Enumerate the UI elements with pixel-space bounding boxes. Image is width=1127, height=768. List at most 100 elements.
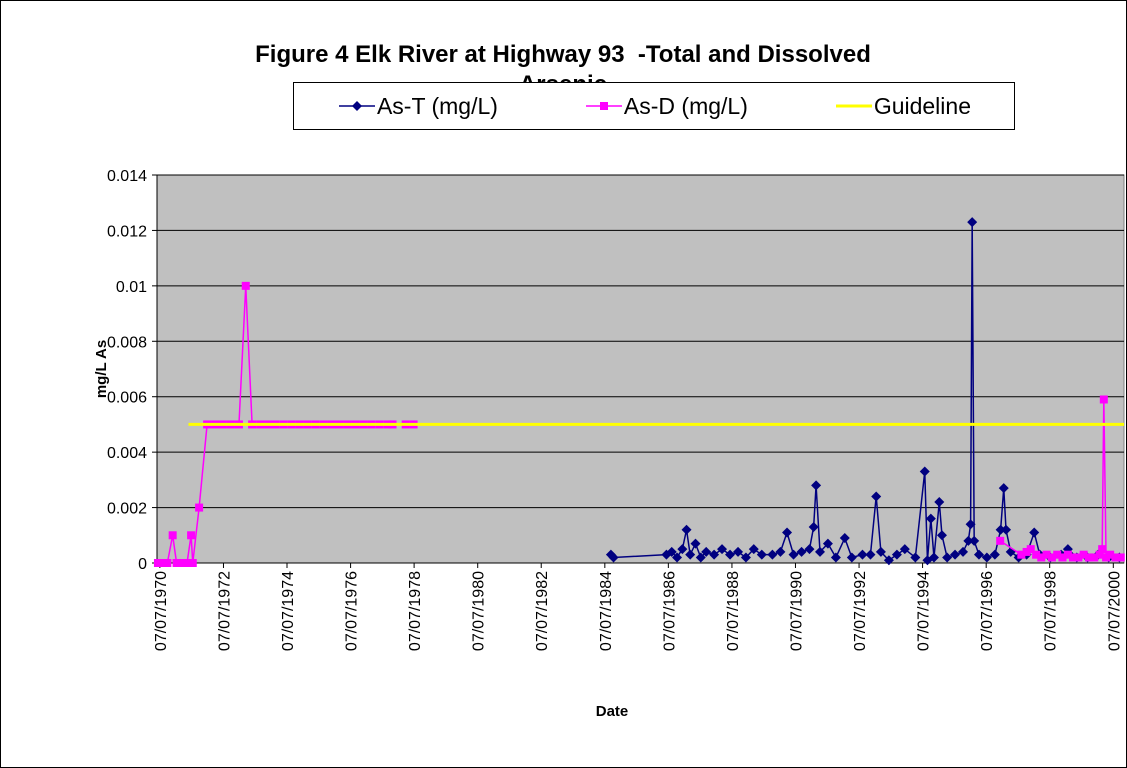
- data-point: [608, 552, 619, 563]
- legend: As-T (mg/L) As-D (mg/L) Guideline: [293, 82, 1015, 130]
- data-point: [804, 544, 815, 555]
- data-point: [1069, 553, 1078, 562]
- y-tick-label: 0: [138, 556, 147, 573]
- data-point: [195, 503, 204, 512]
- data-point: [1022, 547, 1031, 556]
- legend-swatch: [585, 102, 622, 110]
- data-point: [685, 549, 696, 560]
- x-tick-label: 07/07/1996: [979, 571, 996, 651]
- data-point: [775, 546, 786, 557]
- data-point: [995, 524, 1006, 535]
- data-point: [928, 552, 939, 563]
- data-point: [996, 536, 1005, 545]
- data-point: [1098, 545, 1107, 554]
- x-tick-label: 07/07/1998: [1043, 571, 1060, 651]
- data-point: [756, 549, 767, 560]
- data-point: [767, 549, 778, 560]
- data-point: [849, 104, 858, 108]
- y-tick-label: 0.012: [107, 223, 147, 240]
- data-point: [934, 497, 945, 508]
- data-point: [1084, 553, 1093, 562]
- data-point: [899, 544, 910, 555]
- x-tick-label: 07/07/1988: [725, 571, 742, 651]
- data-point: [822, 538, 833, 549]
- data-point: [695, 552, 706, 563]
- data-point: [1099, 395, 1108, 404]
- legend-swatch: [338, 101, 375, 111]
- data-point: [188, 559, 197, 567]
- data-point: [1042, 550, 1051, 559]
- data-point: [672, 552, 683, 563]
- x-axis-title: Date: [596, 703, 629, 720]
- x-tick-label: 07/07/1982: [534, 571, 551, 651]
- data-point: [958, 546, 969, 557]
- plot-area: [156, 174, 1125, 564]
- data-point: [814, 546, 825, 557]
- x-tick-label: 07/07/1980: [471, 571, 488, 651]
- data-point: [701, 546, 712, 557]
- data-point: [351, 101, 362, 111]
- legend-item: As-D (mg/L): [584, 93, 748, 120]
- x-tick-label: 07/07/1992: [852, 571, 869, 651]
- data-point: [187, 531, 196, 540]
- data-point: [1079, 550, 1088, 559]
- data-point: [839, 533, 850, 544]
- x-tick-label: 07/07/1972: [216, 571, 233, 651]
- data-point: [1090, 553, 1099, 562]
- data-point: [725, 549, 736, 560]
- data-point: [942, 552, 953, 563]
- y-tick-label: 0.004: [107, 445, 147, 462]
- data-point: [965, 519, 976, 530]
- data-point: [891, 549, 902, 560]
- data-point: [1001, 524, 1012, 535]
- data-point: [883, 555, 894, 566]
- x-tick-label: 07/07/1984: [598, 571, 615, 651]
- data-point: [1026, 545, 1035, 554]
- data-point: [998, 483, 1009, 494]
- x-tick-label: 07/07/2000: [1106, 571, 1123, 651]
- data-point: [163, 559, 172, 567]
- data-point: [973, 549, 984, 560]
- data-point: [1053, 550, 1062, 559]
- legend-item: As-T (mg/L): [337, 93, 498, 120]
- data-point: [183, 559, 192, 567]
- data-point: [177, 559, 186, 567]
- data-point: [690, 538, 701, 549]
- data-point: [158, 559, 167, 567]
- data-point: [748, 544, 759, 555]
- data-point: [919, 466, 930, 477]
- data-point: [681, 524, 692, 535]
- data-point: [865, 549, 876, 560]
- data-point: [846, 552, 857, 563]
- data-point: [1032, 550, 1041, 559]
- data-point: [969, 535, 980, 546]
- legend-label: Guideline: [873, 92, 971, 119]
- data-point: [1102, 553, 1111, 562]
- data-point: [1047, 553, 1056, 562]
- data-point: [666, 546, 677, 557]
- data-point: [1106, 550, 1115, 559]
- data-point: [677, 544, 688, 555]
- data-point: [1029, 527, 1040, 538]
- data-point: [241, 281, 250, 290]
- data-point: [1063, 550, 1072, 559]
- x-tick-label: 07/07/1986: [661, 571, 678, 651]
- data-point: [830, 552, 841, 563]
- data-point: [1116, 553, 1125, 562]
- data-point: [967, 217, 978, 228]
- x-tick-label: 07/07/1974: [280, 571, 297, 651]
- y-tick-label: 0.01: [116, 279, 147, 296]
- legend-item: Guideline: [834, 93, 971, 120]
- data-point: [910, 552, 921, 563]
- data-point: [1037, 553, 1046, 562]
- x-tick-label: 07/07/1976: [344, 571, 361, 651]
- data-point: [808, 521, 819, 532]
- x-tick-label: 07/07/1994: [916, 571, 933, 651]
- data-point: [709, 549, 720, 560]
- y-tick-label: 0.002: [107, 501, 147, 518]
- x-tick-label: 07/07/1978: [407, 571, 424, 651]
- data-point: [782, 527, 793, 538]
- y-tick-label: 0.014: [107, 168, 147, 185]
- legend-swatch: [835, 104, 872, 108]
- data-point: [717, 544, 728, 555]
